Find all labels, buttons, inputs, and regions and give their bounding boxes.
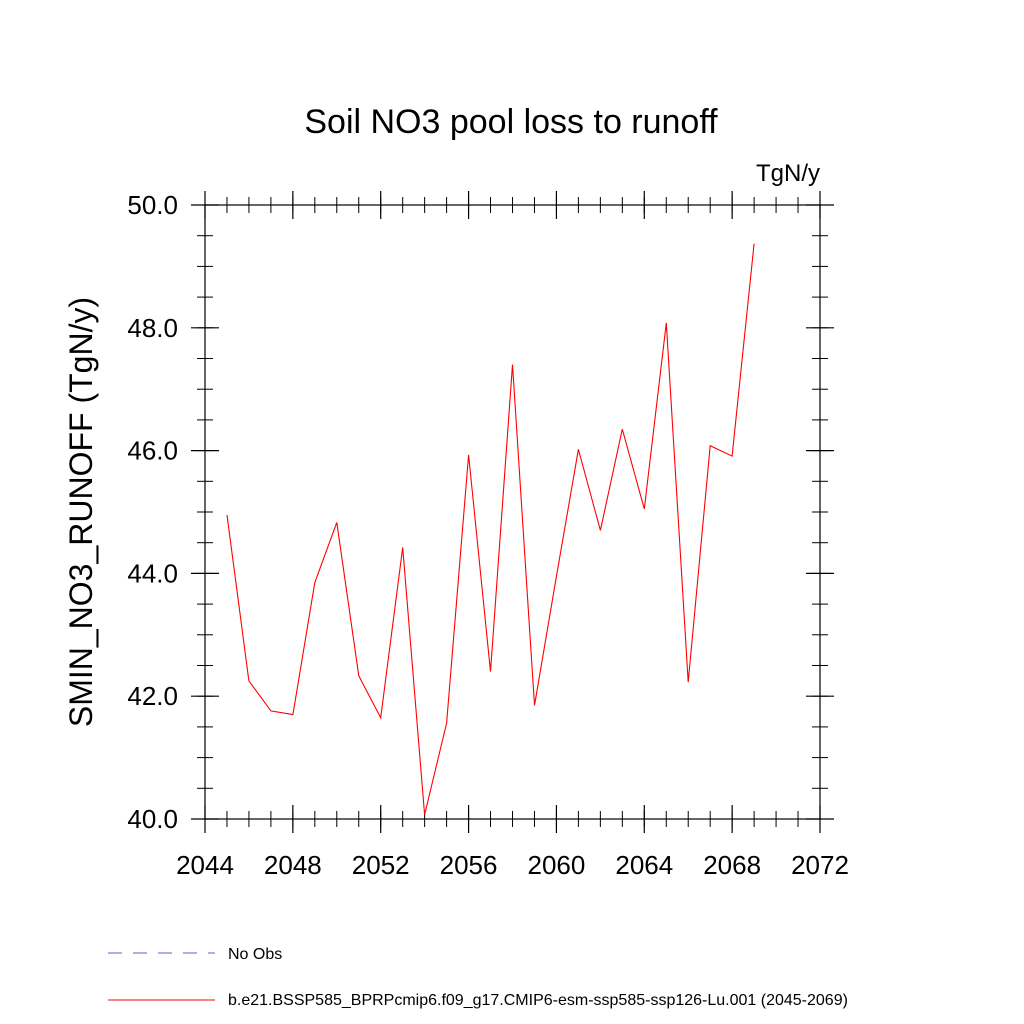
x-tick-labels: 2044 2048 2052 2056 2060 2064 2068 2072 [176, 850, 849, 880]
y-tick-label: 42.0 [127, 681, 178, 711]
y-tick-label: 46.0 [127, 436, 178, 466]
series-layer [226, 243, 755, 815]
legend-label-no-obs: No Obs [228, 946, 282, 963]
y-tick-label: 40.0 [127, 804, 178, 834]
major-ticks [191, 191, 834, 833]
chart-title: Soil NO3 pool loss to runoff [304, 103, 718, 141]
plot-frame [204, 204, 821, 820]
minor-ticks [197, 197, 828, 827]
y-tick-label: 48.0 [127, 313, 178, 343]
x-tick-label: 2052 [352, 850, 410, 880]
legend: No Obs b.e21.BSSP585_BPRPcmip6.f09_g17.C… [108, 946, 848, 1009]
x-tick-label: 2068 [703, 850, 761, 880]
x-tick-label: 2064 [615, 850, 673, 880]
y-tick-label: 44.0 [127, 558, 178, 588]
x-tick-label: 2044 [176, 850, 234, 880]
legend-label-model: b.e21.BSSP585_BPRPcmip6.f09_g17.CMIP6-es… [228, 992, 848, 1009]
units-label: TgN/y [756, 160, 820, 187]
x-tick-label: 2072 [791, 850, 849, 880]
y-axis-label: SMIN_NO3_RUNOFF (TgN/y) [63, 297, 99, 727]
y-tick-label: 50.0 [127, 190, 178, 220]
y-tick-labels: 40.0 42.0 44.0 46.0 48.0 50.0 [127, 190, 178, 834]
series-line [226, 243, 755, 815]
x-tick-label: 2056 [440, 850, 498, 880]
x-tick-label: 2048 [264, 850, 322, 880]
x-tick-label: 2060 [528, 850, 586, 880]
